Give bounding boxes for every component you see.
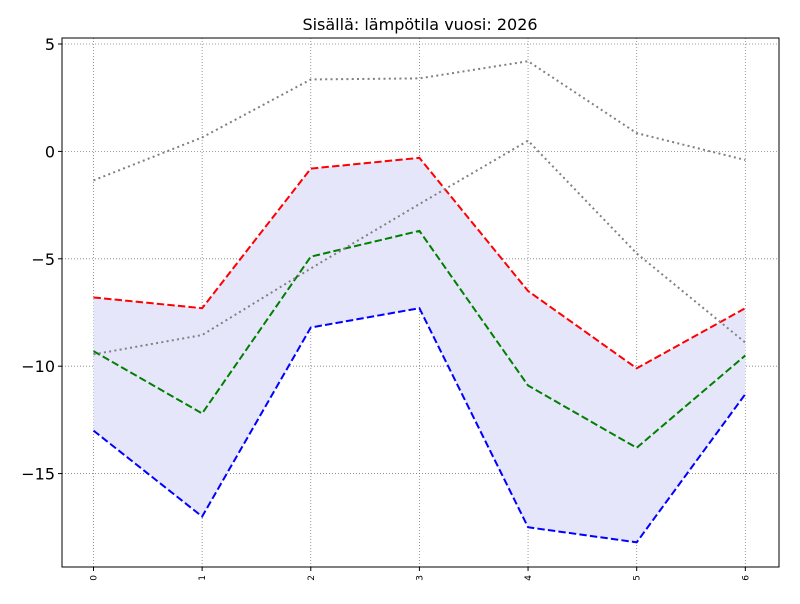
y-tick-label: 5 bbox=[45, 35, 55, 54]
x-tick-label: 3 bbox=[415, 575, 425, 581]
chart-title: Sisällä: lämpötila vuosi: 2026 bbox=[302, 15, 537, 34]
x-axis: 0 1 2 3 4 5 6 bbox=[90, 567, 751, 581]
series-line-mean bbox=[93, 229, 746, 450]
fill-between-area bbox=[93, 157, 746, 543]
y-axis: 5 0 −5 −10 −15 bbox=[21, 35, 62, 484]
x-tick-label: 0 bbox=[90, 575, 100, 581]
y-tick-label: −15 bbox=[21, 465, 55, 484]
series-line-min bbox=[92, 307, 747, 544]
y-tick-label: −5 bbox=[31, 250, 55, 269]
plot-frame bbox=[61, 37, 780, 568]
x-tick-label: 6 bbox=[741, 575, 751, 581]
series-line-gray-upper bbox=[93, 60, 746, 182]
series-lines bbox=[92, 60, 747, 544]
series-line-max bbox=[93, 156, 746, 370]
fill-area bbox=[93, 157, 746, 543]
x-tick-label: 1 bbox=[198, 575, 208, 581]
x-tick-label: 5 bbox=[633, 575, 643, 581]
x-tick-label: 2 bbox=[307, 575, 317, 581]
x-tick-label: 4 bbox=[524, 575, 534, 581]
y-tick-label: 0 bbox=[45, 142, 55, 161]
y-tick-label: −10 bbox=[21, 357, 55, 376]
